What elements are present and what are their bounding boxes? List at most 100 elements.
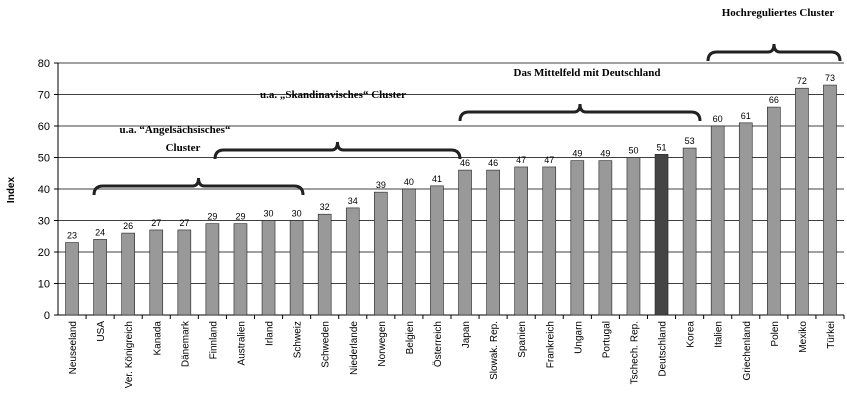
bar: [486, 169, 500, 316]
value-label: 51: [657, 142, 667, 152]
bar: [93, 239, 107, 316]
bar: [626, 157, 641, 316]
bar: [374, 191, 388, 316]
y-tick-label: 80: [38, 58, 50, 70]
x-tick-label: Korea: [686, 321, 697, 348]
x-tick-label: Kanada: [152, 321, 163, 356]
x-tick-label: Tschech. Rep.: [629, 321, 640, 384]
value-label: 41: [432, 174, 442, 184]
value-label: 30: [264, 209, 274, 219]
x-tick-label: Spanien: [517, 321, 528, 358]
bar: [233, 223, 248, 316]
cluster-brace: [458, 103, 702, 122]
annotation: u.a. “Angelsächsisches“: [120, 124, 231, 136]
bar: [458, 169, 472, 316]
x-tick-label: Finnland: [208, 321, 219, 359]
value-label: 73: [825, 73, 835, 83]
x-tick-label: Schweden: [321, 321, 332, 368]
x-tick-label: Ver. Königreich: [124, 321, 135, 388]
bar: [795, 87, 809, 316]
bar: [738, 122, 753, 316]
bar: [149, 229, 164, 316]
value-label: 23: [67, 231, 77, 241]
value-label: 46: [460, 158, 470, 168]
y-tick-label: 10: [38, 279, 50, 291]
bar: [598, 160, 613, 316]
bar: [177, 229, 192, 316]
x-tick-label: Türkei: [826, 321, 837, 349]
bar: [65, 242, 79, 316]
annotation: Cluster: [166, 142, 201, 154]
bar: [261, 220, 276, 316]
x-tick-label: Dänemark: [180, 320, 191, 367]
x-tick-label: Slowak. Rep.: [489, 321, 500, 380]
y-axis-label: Index: [6, 177, 17, 204]
x-tick-label: Neuseeland: [68, 321, 79, 374]
value-label: 61: [741, 111, 751, 121]
y-tick-label: 20: [38, 247, 50, 259]
x-tick-label: Griechenland: [742, 321, 753, 380]
x-tick-label: Schweiz: [293, 321, 304, 358]
x-tick-label: Belgien: [405, 321, 416, 354]
value-label: 49: [600, 149, 610, 159]
x-tick-label: Norwegen: [377, 321, 388, 367]
cluster-brace: [92, 177, 305, 196]
x-tick-label: Polen: [770, 321, 781, 347]
value-label: 29: [235, 212, 245, 222]
bar: [654, 154, 669, 316]
value-label: 27: [179, 218, 189, 228]
value-label: 47: [516, 155, 526, 165]
x-tick-label: USA: [96, 321, 107, 342]
bar: [345, 207, 360, 316]
value-label: 26: [123, 221, 133, 231]
annotation: Das Mittelfeld mit Deutschland: [514, 67, 661, 79]
x-tick-label: Niederlande: [349, 321, 360, 375]
value-label: 66: [769, 95, 779, 105]
y-tick-label: 50: [38, 153, 50, 165]
value-label: 34: [348, 196, 358, 206]
value-label: 46: [488, 158, 498, 168]
y-tick-label: 40: [38, 184, 50, 196]
value-label: 39: [376, 180, 386, 190]
bar: [682, 147, 697, 316]
value-label: 53: [685, 136, 695, 146]
value-label: 47: [544, 155, 554, 165]
value-label: 32: [320, 202, 330, 212]
x-tick-label: Mexiko: [798, 321, 809, 353]
annotation: u.a. „Skandinavisches“ Cluster: [260, 89, 406, 101]
value-label: 49: [572, 149, 582, 159]
value-label: 50: [628, 146, 638, 156]
x-tick-label: Italien: [714, 321, 725, 348]
bar: [430, 185, 444, 316]
bar: [542, 166, 557, 316]
bar: [402, 188, 416, 316]
x-tick-label: Frankreich: [545, 321, 556, 368]
bar: [823, 84, 837, 316]
cluster-brace: [706, 43, 842, 62]
x-tick-label: Deutschland: [658, 321, 669, 377]
bar: [514, 166, 528, 316]
value-label: 60: [713, 114, 723, 124]
y-tick-label: 0: [44, 310, 50, 322]
y-tick-label: 30: [38, 216, 50, 228]
x-tick-label: Irland: [265, 321, 276, 346]
x-tick-label: Japan: [461, 321, 472, 348]
x-tick-label: Ungarn: [573, 321, 584, 354]
value-label: 29: [207, 212, 217, 222]
x-tick-label: Portugal: [601, 321, 612, 358]
y-tick-label: 60: [38, 121, 50, 133]
value-label: 24: [95, 227, 105, 237]
value-label: 27: [151, 218, 161, 228]
bar: [767, 106, 781, 316]
x-tick-label: Australien: [236, 321, 247, 365]
value-label: 30: [292, 209, 302, 219]
x-tick-label: Österreich: [432, 321, 444, 367]
bar: [205, 223, 220, 316]
annotation: Hochreguliertes Cluster: [722, 7, 835, 19]
value-label: 72: [797, 76, 807, 86]
bar: [121, 232, 135, 316]
y-tick-label: 70: [38, 90, 50, 102]
bar: [570, 160, 585, 316]
bar: [710, 125, 725, 316]
